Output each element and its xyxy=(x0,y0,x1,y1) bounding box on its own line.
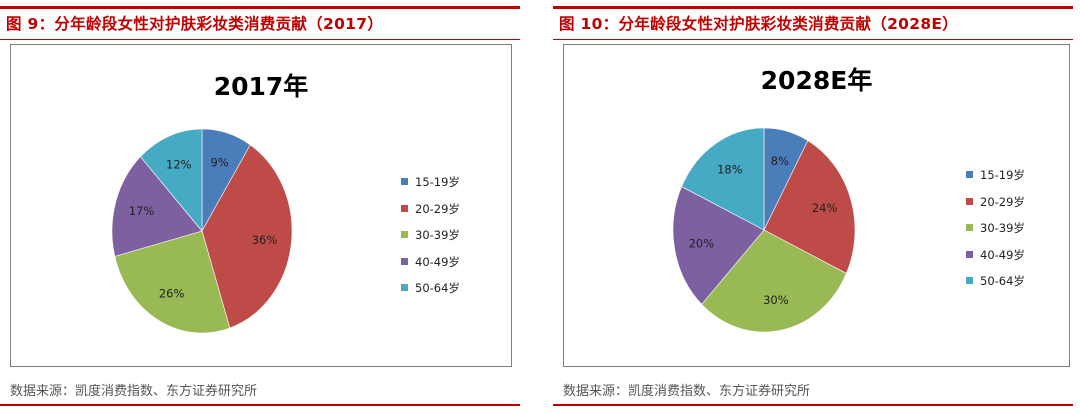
figure-caption: 图 9：分年龄段女性对护肤彩妆类消费贡献（2017） xyxy=(6,15,384,33)
legend-item-30-39: 30-39岁 xyxy=(966,221,1025,248)
chart-title: 2017年 xyxy=(213,72,309,101)
data-label: 8% xyxy=(771,154,789,168)
pie-slice-50-64 xyxy=(139,128,203,232)
legend-item-50-64: 50-64岁 xyxy=(401,281,460,308)
legend-label: 30-39岁 xyxy=(980,221,1025,235)
legend-item-30-39: 30-39岁 xyxy=(401,228,460,255)
data-label: 9% xyxy=(210,155,228,169)
legend-label: 40-49岁 xyxy=(415,254,460,269)
legend-label: 50-64岁 xyxy=(980,274,1025,288)
pie-slice-20-29 xyxy=(763,140,856,274)
legend-item-15-19: 15-19岁 xyxy=(401,175,460,202)
pie-slice-40-49 xyxy=(111,156,203,257)
data-label: 20% xyxy=(689,236,715,250)
legend-label: 15-19岁 xyxy=(415,175,460,189)
pie-slice-50-64 xyxy=(681,127,765,231)
legend-item-20-29: 20-29岁 xyxy=(401,202,460,229)
legend-label: 15-19岁 xyxy=(980,168,1025,182)
legend-item-40-49: 40-49岁 xyxy=(401,255,460,282)
data-source: 数据来源：凯度消费指数、东方证券研究所 xyxy=(563,384,811,399)
chart-frame: 2017年 9% 36% 26% 17% 12% 15-19岁 20-29岁 30-39… xyxy=(10,44,512,367)
chart-legend: 15-19岁 20-29岁 30-39岁 40-49岁 50-64岁 xyxy=(401,175,460,308)
legend-item-15-19: 15-19岁 xyxy=(966,168,1025,195)
top-rule xyxy=(0,6,520,9)
legend-swatch xyxy=(401,178,408,185)
chart-title: 2028E年 xyxy=(760,66,873,95)
figure-9: 图 9：分年龄段女性对护肤彩妆类消费贡献（2017） 2017年 9% 36% 26… xyxy=(0,0,520,413)
caption-rule xyxy=(0,39,520,40)
data-label: 24% xyxy=(812,201,838,215)
legend-label: 50-64岁 xyxy=(415,281,460,295)
pie-chart-2017: 9% 36% 26% 17% 12% xyxy=(111,128,293,334)
legend-item-50-64: 50-64岁 xyxy=(966,274,1025,301)
figure-10: 图 10：分年龄段女性对护肤彩妆类消费贡献（2028E） 2028E年 8% 24… xyxy=(553,0,1073,413)
caption-rule xyxy=(553,39,1073,40)
chart-legend: 15-19岁 20-29岁 30-39岁 40-49岁 50-64岁 xyxy=(966,168,1025,301)
pie-slice-40-49 xyxy=(672,186,765,305)
data-label: 26% xyxy=(159,287,185,301)
pie-slice-30-39 xyxy=(701,229,847,333)
bottom-rule xyxy=(0,404,520,406)
data-label: 36% xyxy=(252,233,278,247)
chart-frame: 2028E年 8% 24% 30% 20% 18% 15-19岁 20-29岁 30-3… xyxy=(563,44,1070,367)
data-label: 18% xyxy=(717,163,743,177)
top-rule xyxy=(553,6,1073,9)
legend-swatch xyxy=(401,231,408,238)
figure-caption: 图 10：分年龄段女性对护肤彩妆类消费贡献（2028E） xyxy=(559,15,959,33)
legend-swatch xyxy=(401,284,408,291)
legend-swatch xyxy=(966,250,973,258)
legend-label: 20-29岁 xyxy=(415,201,460,216)
pie-slice-20-29 xyxy=(201,144,293,329)
legend-swatch xyxy=(966,197,973,205)
bottom-rule xyxy=(553,404,1073,406)
legend-swatch xyxy=(401,204,408,212)
legend-label: 20-29岁 xyxy=(980,194,1025,209)
data-source: 数据来源：凯度消费指数、东方证券研究所 xyxy=(10,384,258,399)
legend-swatch xyxy=(966,277,973,284)
pie-chart-2028e: 8% 24% 30% 20% 18% xyxy=(672,127,856,333)
legend-label: 40-49岁 xyxy=(980,247,1025,262)
legend-swatch xyxy=(966,224,973,231)
legend-swatch xyxy=(401,257,408,265)
data-label: 30% xyxy=(763,293,789,307)
data-label: 12% xyxy=(166,158,192,172)
legend-item-40-49: 40-49岁 xyxy=(966,248,1025,275)
legend-label: 30-39岁 xyxy=(415,228,460,242)
legend-swatch xyxy=(966,171,973,178)
data-label: 17% xyxy=(129,204,155,218)
pie-slice-30-39 xyxy=(114,230,231,334)
legend-item-20-29: 20-29岁 xyxy=(966,195,1025,222)
